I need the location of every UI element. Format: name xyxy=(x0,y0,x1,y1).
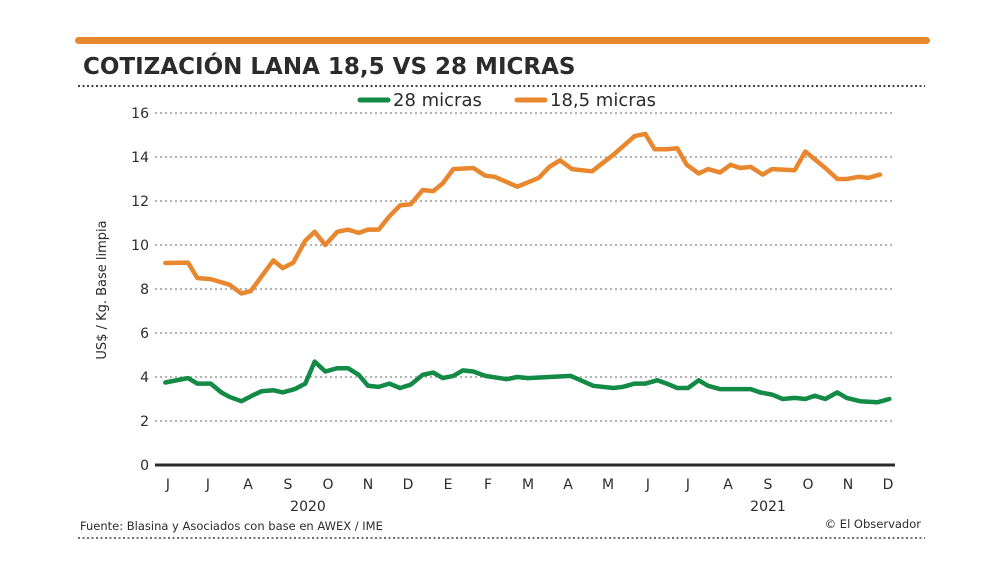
x-tick-label: J xyxy=(205,477,210,493)
y-tick-label: 4 xyxy=(140,370,149,386)
y-tick-label: 6 xyxy=(140,326,149,342)
x-tick-label: O xyxy=(802,477,813,493)
y-axis-label: US$ / Kg. Base limpia xyxy=(95,220,110,359)
x-tick-label: N xyxy=(363,477,373,493)
y-tick-label: 12 xyxy=(131,194,149,210)
x-tick-label: S xyxy=(284,477,293,493)
year-label: 2021 xyxy=(750,499,786,515)
x-tick-label: O xyxy=(322,477,333,493)
x-tick-label: D xyxy=(883,477,894,493)
y-tick-label: 14 xyxy=(131,150,149,166)
credit: © El Observador xyxy=(825,517,922,531)
x-tick-label: S xyxy=(764,477,773,493)
x-tick-label: D xyxy=(403,477,414,493)
x-tick-label: E xyxy=(444,477,453,493)
legend-label-18-5: 18,5 micras xyxy=(550,90,656,111)
y-tick-label: 2 xyxy=(140,414,149,430)
y-tick-label: 10 xyxy=(131,238,149,254)
chart-title: COTIZACIÓN LANA 18,5 VS 28 MICRAS xyxy=(83,52,575,80)
x-tick-label: F xyxy=(484,477,492,493)
year-label: 2020 xyxy=(290,499,326,515)
legend: 28 micras 18,5 micras xyxy=(357,90,656,111)
x-tick-label: J xyxy=(165,477,170,493)
x-tick-label: A xyxy=(723,477,733,493)
series-line-28-micras xyxy=(163,359,892,405)
x-tick-label: M xyxy=(602,477,614,493)
y-tick-label: 16 xyxy=(131,106,149,122)
x-tick-label: A xyxy=(563,477,573,493)
x-tick-label: M xyxy=(522,477,534,493)
x-tick-label: N xyxy=(843,477,853,493)
legend-label-28: 28 micras xyxy=(393,90,482,111)
y-tick-label: 0 xyxy=(140,458,149,474)
x-tick-label: J xyxy=(645,477,650,493)
x-tick-label: J xyxy=(685,477,690,493)
series-line-18-5-micras xyxy=(163,131,883,296)
accent-bar xyxy=(75,37,930,44)
y-tick-label: 8 xyxy=(140,282,149,298)
source-note: Fuente: Blasina y Asociados con base en … xyxy=(80,519,383,533)
x-tick-label: A xyxy=(243,477,253,493)
